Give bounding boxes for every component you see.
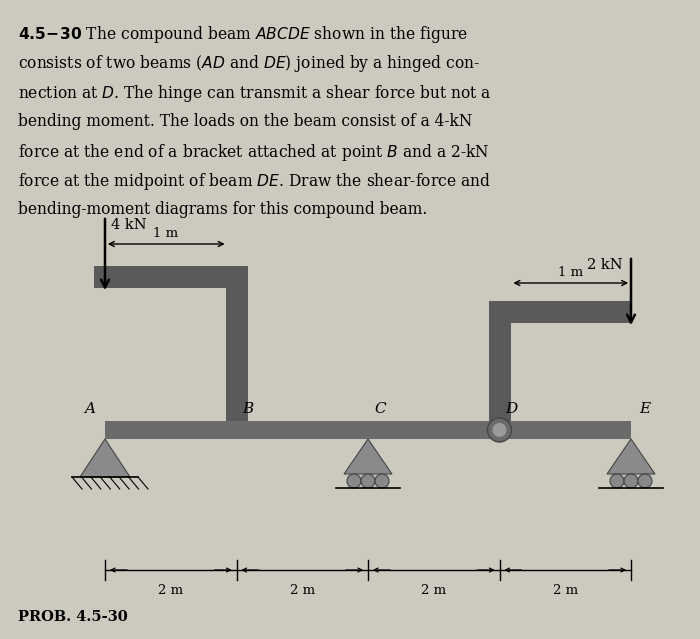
Bar — [225, 266, 248, 421]
Text: force at the midpoint of beam $DE$. Draw the shear-force and: force at the midpoint of beam $DE$. Draw… — [18, 171, 491, 192]
Text: E: E — [639, 402, 650, 416]
Text: 1 m: 1 m — [558, 266, 583, 279]
Text: 4 kN: 4 kN — [111, 218, 146, 232]
Text: 2 kN: 2 kN — [587, 258, 623, 272]
Polygon shape — [607, 439, 655, 474]
Text: 2 m: 2 m — [553, 584, 578, 597]
Text: 2 m: 2 m — [421, 584, 447, 597]
Text: A: A — [84, 402, 95, 416]
Bar — [94, 266, 237, 288]
Circle shape — [610, 474, 624, 488]
Text: 2 m: 2 m — [158, 584, 183, 597]
Circle shape — [487, 418, 512, 442]
Bar — [489, 301, 631, 323]
Circle shape — [347, 474, 361, 488]
Circle shape — [493, 423, 507, 437]
Text: $\mathbf{4.5\!-\!30}$ The compound beam $ABCDE$ shown in the figure: $\mathbf{4.5\!-\!30}$ The compound beam … — [18, 24, 468, 45]
Text: bending moment. The loads on the beam consist of a 4-kN: bending moment. The loads on the beam co… — [18, 112, 472, 130]
Circle shape — [624, 474, 638, 488]
Circle shape — [361, 474, 375, 488]
Bar — [489, 301, 510, 421]
Polygon shape — [344, 439, 392, 474]
Text: nection at $D$. The hinge can transmit a shear force but not a: nection at $D$. The hinge can transmit a… — [18, 83, 491, 104]
Text: C: C — [374, 402, 386, 416]
Text: 2 m: 2 m — [290, 584, 315, 597]
Text: PROB. 4.5-30: PROB. 4.5-30 — [18, 610, 127, 624]
Text: force at the end of a bracket attached at point $B$ and a 2-kN: force at the end of a bracket attached a… — [18, 142, 489, 163]
Bar — [105, 421, 631, 439]
Text: D: D — [505, 402, 518, 416]
Text: bending-moment diagrams for this compound beam.: bending-moment diagrams for this compoun… — [18, 201, 428, 218]
Text: 1 m: 1 m — [153, 227, 178, 240]
Text: consists of two beams ($AD$ and $DE$) joined by a hinged con-: consists of two beams ($AD$ and $DE$) jo… — [18, 54, 480, 75]
Circle shape — [375, 474, 389, 488]
Polygon shape — [80, 439, 130, 477]
Text: B: B — [242, 402, 253, 416]
Circle shape — [638, 474, 652, 488]
